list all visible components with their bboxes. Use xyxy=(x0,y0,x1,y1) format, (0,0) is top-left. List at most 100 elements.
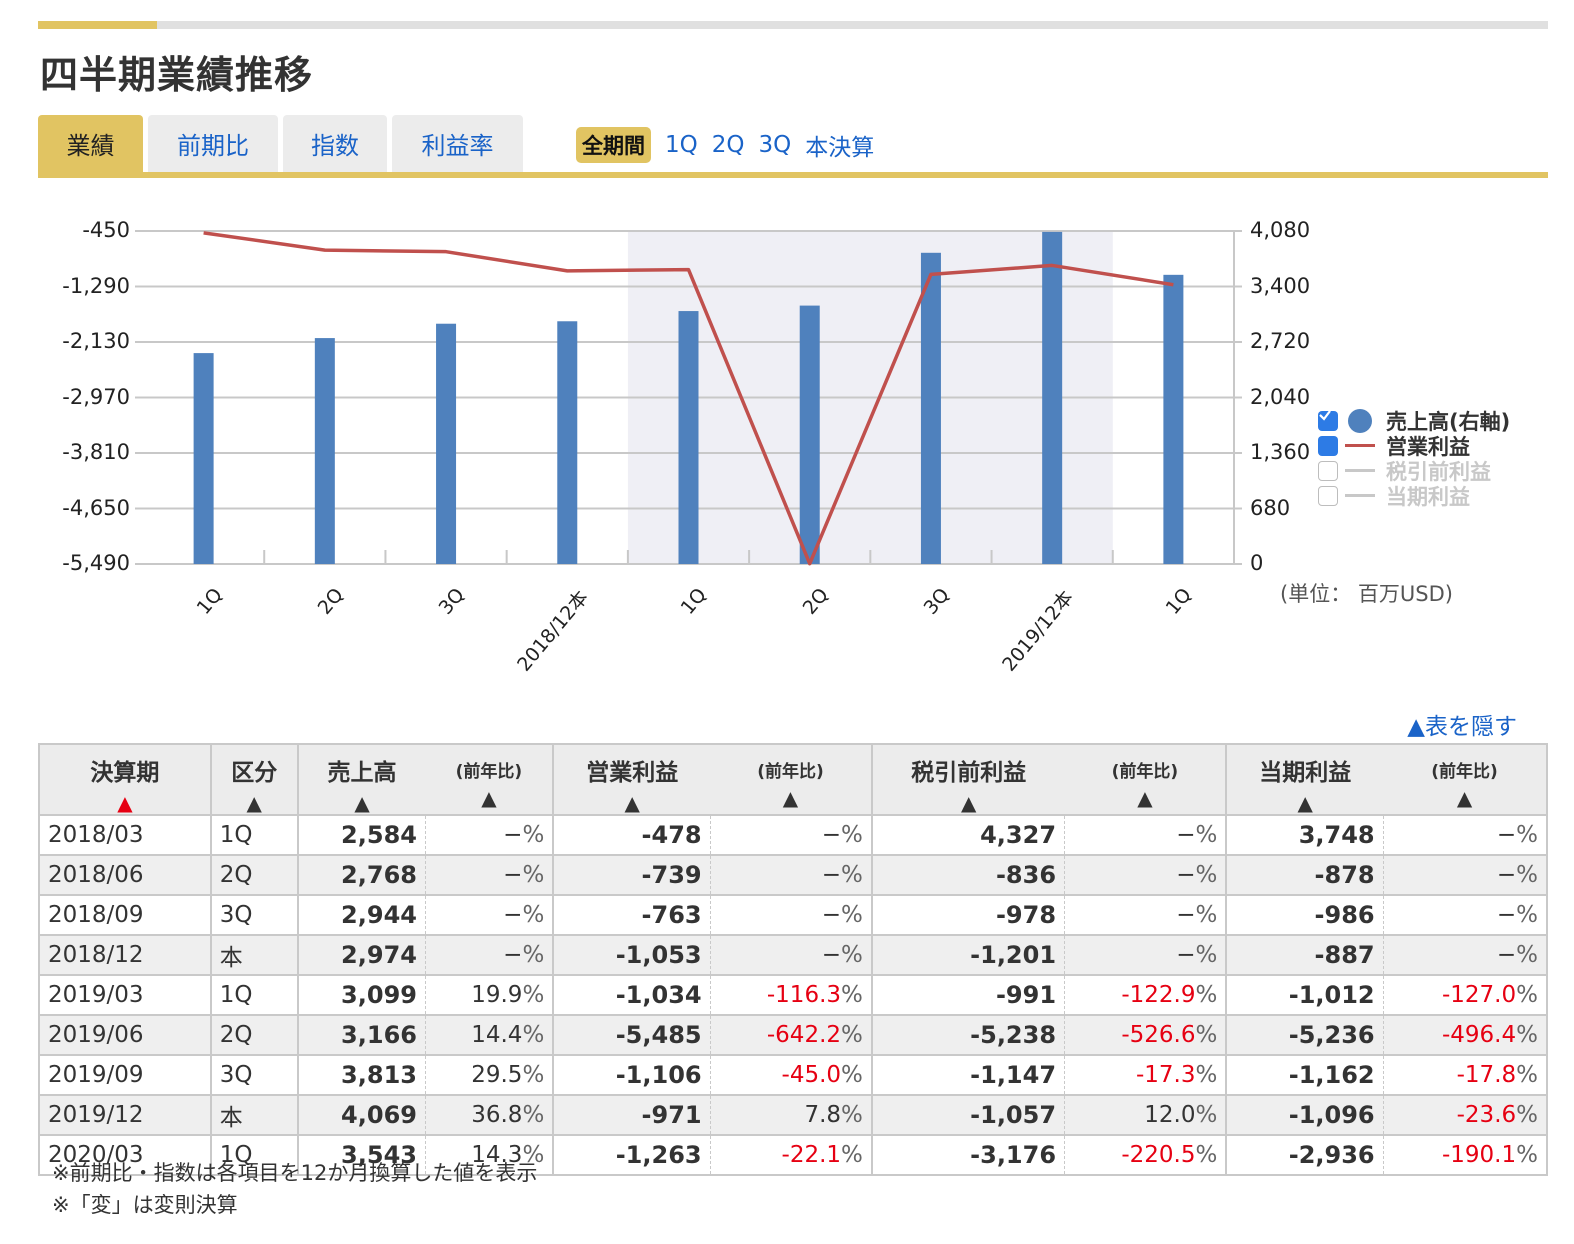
check-icon xyxy=(1319,410,1331,421)
tab-index[interactable]: 指数 xyxy=(283,115,387,172)
table-row: 2019/09 3Q 3,813 29.5% -1,106 -45.0% -1,147 -17… xyxy=(38,1054,1548,1096)
sort-arrow-icon[interactable]: ▲ xyxy=(961,791,977,815)
period-1q-link[interactable]: 1Q xyxy=(665,132,698,158)
tab-qoq[interactable]: 前期比 xyxy=(148,115,278,172)
period-annual-link[interactable]: 本決算 xyxy=(805,135,875,161)
cell-operating-income: -5,485 xyxy=(553,1014,711,1056)
cell-sales: 2,944 xyxy=(297,894,426,936)
cell-operating-income-yoy: −% xyxy=(710,894,873,936)
cell-sales-yoy: −% xyxy=(425,814,555,856)
sort-arrow-icon[interactable]: ▲ xyxy=(481,786,497,810)
cell-net-income-yoy: -23.6% xyxy=(1383,1094,1548,1136)
cell-net-income: -887 xyxy=(1226,934,1384,976)
column-header[interactable]: (前年比) ▲ xyxy=(710,743,873,816)
cell-sales: 2,584 xyxy=(297,814,426,856)
cell-net-income: -5,236 xyxy=(1226,1014,1384,1056)
column-header[interactable]: (前年比) ▲ xyxy=(1064,743,1228,816)
cell-pretax-income: -978 xyxy=(871,894,1066,936)
legend-item-operating-income[interactable]: 営業利益 xyxy=(1318,410,1510,459)
cell-operating-income: -1,106 xyxy=(553,1054,711,1096)
column-header[interactable]: 売上高 ▲ xyxy=(296,743,426,816)
view-tabs: 業績 前期比 指数 利益率 xyxy=(38,115,523,172)
left-axis-tick-label: -2,130 xyxy=(62,329,130,353)
sales-bar xyxy=(920,252,941,564)
cell-operating-income-yoy: −% xyxy=(710,854,873,896)
cell-type: 3Q xyxy=(210,894,299,936)
cell-pretax-income: 4,327 xyxy=(871,814,1066,856)
legend-checkbox-net-income[interactable] xyxy=(1318,485,1338,506)
left-axis-tick-label: -3,810 xyxy=(62,440,130,464)
left-axis-tick-label: -2,970 xyxy=(62,384,130,409)
sort-arrow-icon[interactable]: ▲ xyxy=(354,791,370,815)
cell-sales: 3,543 xyxy=(297,1134,426,1176)
cell-period: 2019/06 xyxy=(38,1014,212,1056)
period-all-button[interactable]: 全期間 xyxy=(576,127,651,163)
cell-operating-income-yoy: −% xyxy=(710,814,873,856)
sort-arrow-icon[interactable]: ▲ xyxy=(246,791,262,815)
sort-arrow-icon[interactable]: ▲ xyxy=(624,791,640,815)
period-2q-link[interactable]: 2Q xyxy=(711,132,745,158)
cell-period: 2019/03 xyxy=(38,974,212,1016)
cell-operating-income-yoy: -22.1% xyxy=(710,1134,873,1176)
column-header-label: (前年比) xyxy=(757,762,824,782)
legend-item-sales[interactable]: 売上高(右軸) xyxy=(1318,408,1510,434)
column-header-label: 決算期 xyxy=(90,760,160,786)
legend-item-net-income[interactable]: 当期利益 xyxy=(1318,483,1510,509)
column-header[interactable]: (前年比) ▲ xyxy=(425,743,555,816)
sort-arrow-icon[interactable]: ▲ xyxy=(1137,786,1153,810)
legend-item-pretax-income[interactable]: 税引前利益 xyxy=(1318,458,1510,484)
legend-line-icon xyxy=(1344,460,1376,482)
cell-sales: 3,166 xyxy=(297,1014,426,1056)
cell-operating-income: -971 xyxy=(553,1094,711,1136)
column-header[interactable]: 税引前利益 ▲ xyxy=(870,743,1065,816)
cell-sales: 2,768 xyxy=(297,854,426,896)
column-header[interactable]: 営業利益 ▲ xyxy=(552,743,711,816)
cell-net-income-yoy: -17.8% xyxy=(1383,1054,1548,1096)
cell-operating-income-yoy: -45.0% xyxy=(710,1054,873,1096)
legend-checkbox-pretax-income[interactable] xyxy=(1318,460,1338,481)
legend-checkbox-operating-income[interactable] xyxy=(1318,410,1338,456)
section-accent xyxy=(38,21,157,29)
cell-pretax-income-yoy: −% xyxy=(1064,854,1228,896)
tab-results[interactable]: 業績 xyxy=(38,115,143,172)
period-filter: 全期間 1Q 2Q 3Q 本決算 xyxy=(576,127,874,163)
table-row: 2018/09 3Q 2,944 −% -763 −% -978 −% -986 −% xyxy=(38,894,1548,936)
cell-pretax-income-yoy: -122.9% xyxy=(1064,974,1228,1016)
cell-type: 3Q xyxy=(210,1054,299,1096)
column-header-label: 売上高 xyxy=(327,760,397,786)
left-axis-tick-label: -4,650 xyxy=(62,495,130,520)
sales-bar xyxy=(314,338,335,564)
period-3q-link[interactable]: 3Q xyxy=(758,132,792,158)
note-line: ※「変」は変則決算 xyxy=(52,1193,238,1217)
cell-sales: 3,099 xyxy=(297,974,426,1016)
sort-arrow-icon[interactable]: ▲ xyxy=(117,791,133,815)
column-header-label: (前年比) xyxy=(1111,762,1179,782)
column-header-label: (前年比) xyxy=(1431,762,1498,782)
cell-pretax-income-yoy: −% xyxy=(1064,894,1228,936)
tab-margin[interactable]: 利益率 xyxy=(392,115,523,172)
sales-bar xyxy=(678,311,699,564)
cell-sales-yoy: −% xyxy=(425,934,555,976)
cell-sales-yoy: 14.4% xyxy=(425,1014,555,1056)
cell-net-income-yoy: −% xyxy=(1383,934,1548,976)
operating-income-line xyxy=(203,231,1174,566)
cell-net-income: 3,748 xyxy=(1226,814,1384,856)
cell-sales: 2,974 xyxy=(297,934,426,976)
hide-table-link[interactable]: ▲表を隠す xyxy=(1407,714,1517,740)
table-row: 2019/03 1Q 3,099 19.9% -1,034 -116.3% -991 -122… xyxy=(38,974,1548,1016)
column-header[interactable]: 区分 ▲ xyxy=(209,743,299,816)
sort-arrow-icon[interactable]: ▲ xyxy=(1456,786,1473,810)
column-header[interactable]: (前年比) ▲ xyxy=(1383,743,1548,816)
results-table: 決算期 ▲ 区分 ▲ 売上高 ▲ (前年比) ▲ 営業利益 ▲ (前年比) ▲ 税引前利益 ▲ (前年比) ▲… xyxy=(38,743,1548,1176)
left-axis-tick-label: -1,290 xyxy=(62,273,130,298)
cell-operating-income: -739 xyxy=(553,854,711,896)
right-axis-tick-label: 4,080 xyxy=(1250,218,1311,242)
cell-net-income-yoy: -127.0% xyxy=(1383,974,1548,1016)
sort-arrow-icon[interactable]: ▲ xyxy=(1297,791,1313,815)
cell-type: 1Q xyxy=(210,814,299,856)
column-header[interactable]: 決算期 ▲ xyxy=(38,743,212,816)
column-header[interactable]: 当期利益 ▲ xyxy=(1225,743,1384,816)
cell-net-income: -986 xyxy=(1226,894,1384,936)
sort-arrow-icon[interactable]: ▲ xyxy=(782,786,799,810)
cell-sales-yoy: −% xyxy=(425,894,555,936)
